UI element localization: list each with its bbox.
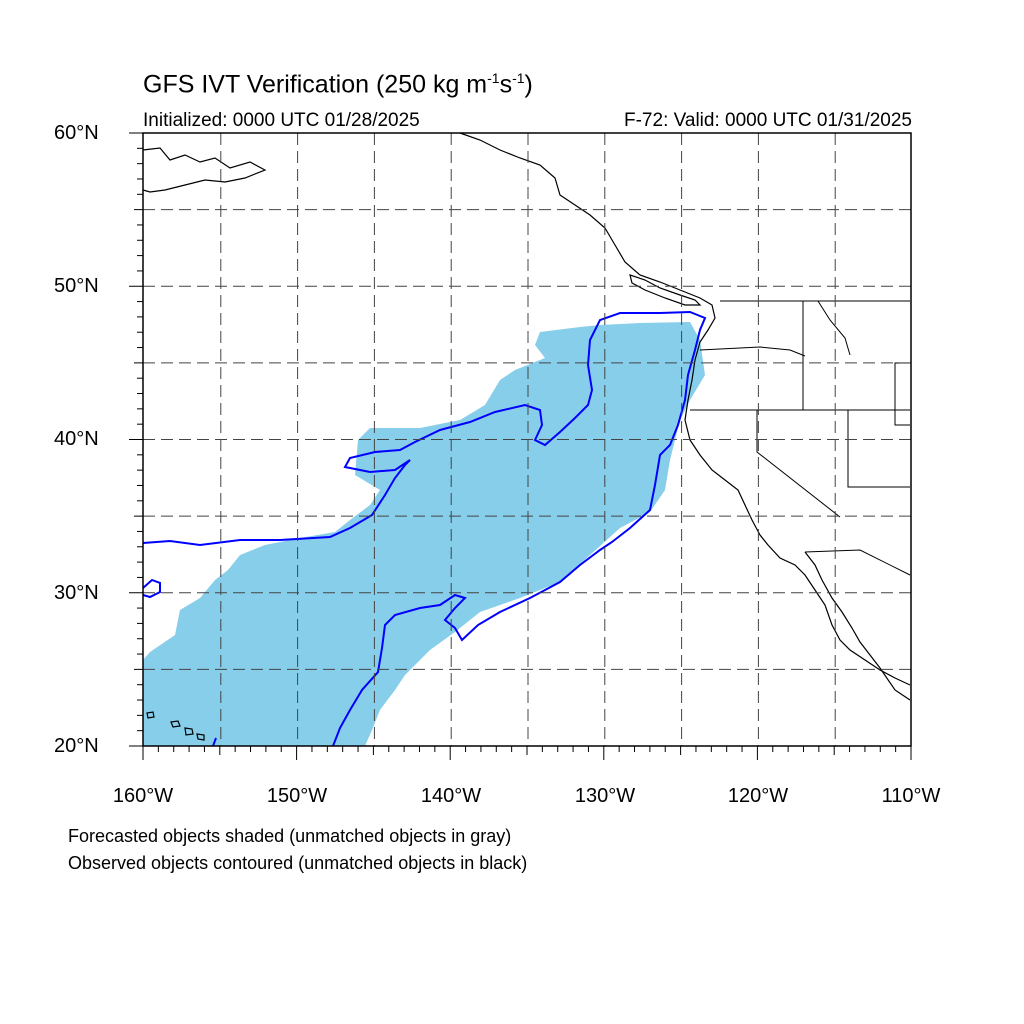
map-title: GFS IVT Verification (250 kg m-1s-1) (143, 70, 533, 99)
lat-label-30n: 30°N (54, 582, 99, 604)
lon-label-160w: 160°W (112, 785, 174, 807)
lat-label-60n: 60°N (54, 122, 99, 144)
graticule (143, 133, 911, 746)
lat-label-20n: 20°N (54, 735, 99, 757)
hawaii-islands (146, 711, 205, 741)
map-frame (142, 132, 912, 747)
valid-time: F-72: Valid: 0000 UTC 01/31/2025 (624, 110, 912, 131)
lon-label-140w: 140°W (420, 785, 482, 807)
state-borders (690, 300, 911, 576)
lon-label-110w: 110°W (881, 785, 941, 807)
observed-small-contour (142, 578, 161, 599)
vancouver-island (629, 274, 702, 306)
lat-label-40n: 40°N (54, 428, 99, 450)
lon-label-150w: 150°W (266, 785, 328, 807)
observed-ivt-contour (142, 310, 707, 747)
observed-tail-contour (212, 737, 217, 747)
baja-coast (804, 551, 911, 701)
initialized-time: Initialized: 0000 UTC 01/28/2025 (143, 110, 420, 131)
axis-ticks (129, 132, 912, 760)
legend-note-observed: Observed objects contoured (unmatched ob… (68, 853, 528, 873)
legend-note-forecast: Forecasted objects shaded (unmatched obj… (68, 826, 512, 846)
coastline (459, 132, 911, 686)
lat-label-50n: 50°N (54, 275, 99, 297)
alaska-coast (142, 147, 267, 193)
lon-label-130w: 130°W (574, 785, 636, 807)
lon-label-120w: 120°W (727, 785, 789, 807)
